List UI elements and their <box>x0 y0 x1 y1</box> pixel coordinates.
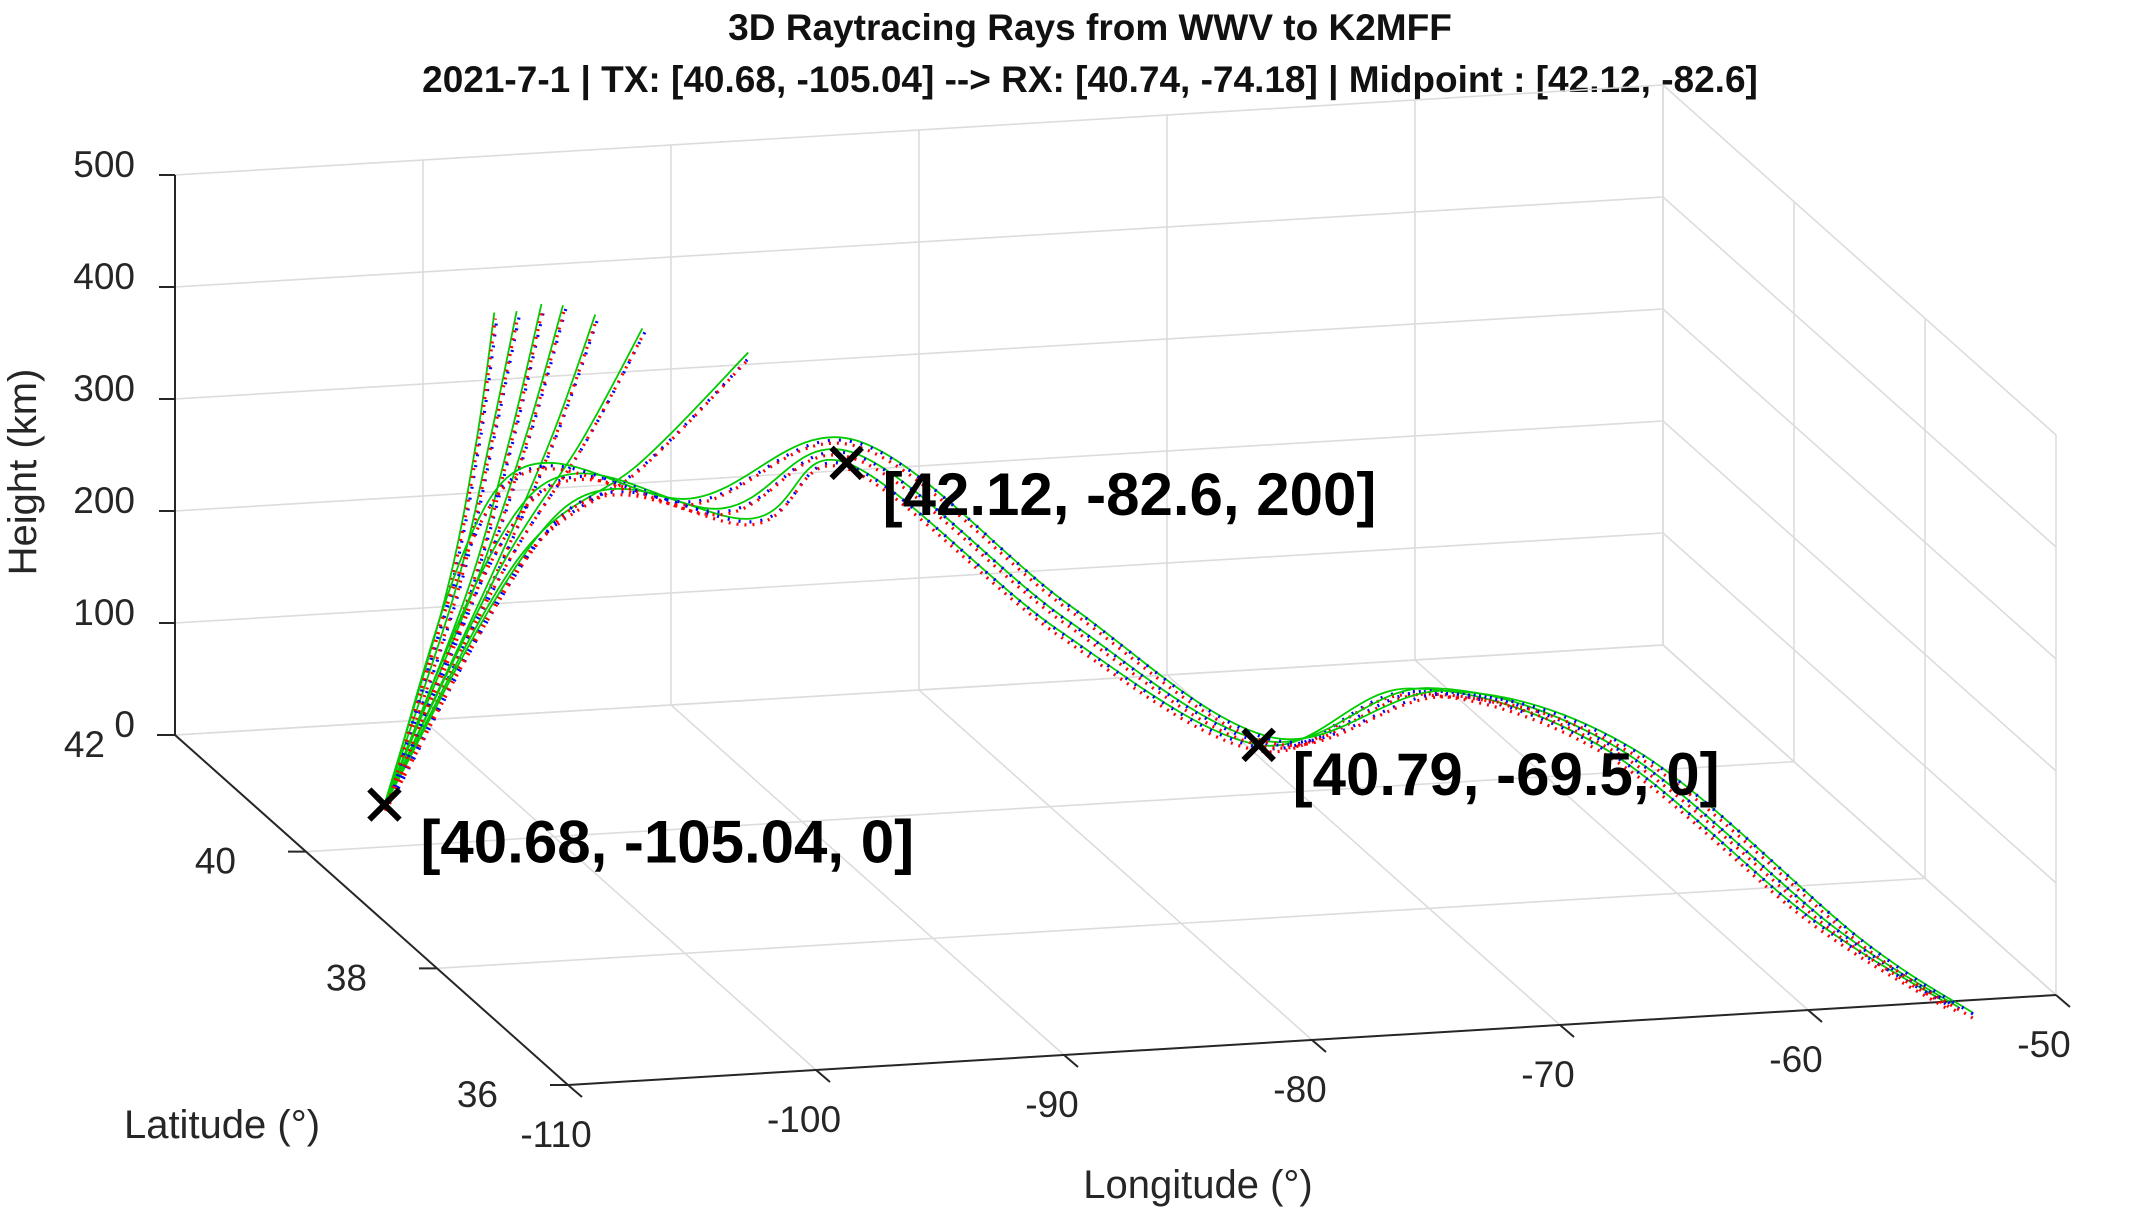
grid-line-back-height <box>174 308 1664 400</box>
tick-labels: -110 -100 -90 -80 -70 -60 -50 36 38 40 42 0 100 200 30… <box>64 144 2071 1155</box>
z-axis-label: Height (km) <box>1 369 45 576</box>
grid-line-side-height <box>1662 196 2057 548</box>
chart-title: 3D Raytracing Rays from WWV to K2MFF <box>728 7 1452 48</box>
grid-line-floor-lat <box>436 877 1926 970</box>
grid-line-side-height <box>1662 308 2057 660</box>
escaping-ray-red <box>383 318 497 812</box>
x-tick-label: -110 <box>520 1114 591 1155</box>
z-tick-label: 500 <box>73 144 135 185</box>
marker-cross <box>1241 727 1276 763</box>
marker-cross <box>829 445 864 481</box>
hop-ray-green <box>383 448 1959 1008</box>
grid-line-floor-lon <box>422 719 817 1071</box>
axis-layer <box>157 174 2071 1098</box>
escaping-ray-red <box>384 333 645 812</box>
z-tick-label: 100 <box>73 592 135 633</box>
chart-subtitle: 2021-7-1 | TX: [40.68, -105.04] --> RX: … <box>422 59 1758 101</box>
grid-line-back-height <box>174 420 1664 512</box>
x-tick-label: -50 <box>2017 1024 2070 1065</box>
grid-line-floor-lon <box>670 704 1065 1056</box>
grid-layer <box>174 84 2057 1086</box>
y-tick-label: 42 <box>64 724 105 765</box>
escaping-ray-red <box>383 316 520 812</box>
grid-line-back-height <box>174 532 1664 624</box>
grid-line-back-height <box>174 644 1664 736</box>
x-tick-mark <box>1807 1009 1823 1023</box>
hop-ray-blue <box>386 461 1949 1007</box>
grid-line-side-height <box>1662 532 2057 884</box>
grid-line-floor-lon <box>1414 659 1809 1011</box>
escaping-ray-blue <box>385 307 568 809</box>
x-tick-mark <box>1559 1024 1575 1038</box>
grid-line-side-height <box>1662 420 2057 772</box>
escaping-ray-blue <box>386 354 753 809</box>
marker-label: [40.79, -69.5, 0] <box>1293 741 1720 808</box>
x-tick-label: -70 <box>1521 1054 1574 1095</box>
marker-cross <box>367 787 402 822</box>
hop-ray-red <box>384 453 1961 1015</box>
escaping-ray-green <box>383 328 644 805</box>
x-tick-mark <box>1311 1039 1327 1053</box>
z-tick-label: 400 <box>73 256 135 297</box>
x-tick-label: -60 <box>1769 1039 1822 1080</box>
x-tick-label: -90 <box>1025 1084 1078 1125</box>
escaping-ray-blue <box>385 315 499 809</box>
marker-label: [40.68, -105.04, 0] <box>420 809 914 876</box>
escaping-ray-red <box>383 309 545 812</box>
grid-line-side-height <box>1662 84 2057 436</box>
y-tick-label: 40 <box>195 841 236 882</box>
x-tick-label: -100 <box>767 1099 841 1140</box>
grid-line-floor-lon <box>1166 674 1561 1026</box>
marker-label: [42.12, -82.6, 200] <box>883 461 1377 528</box>
x-tick-mark <box>1063 1054 1079 1068</box>
point-markers: [40.68, -105.04, 0] [42.12, -82.6, 200] [4… <box>367 445 1720 876</box>
hop-ray-red <box>384 464 1947 1010</box>
ray-paths <box>383 303 1977 1020</box>
x-axis-label: Longitude (°) <box>1083 1163 1312 1207</box>
x-tick-mark <box>567 1084 583 1098</box>
escaping-ray-green <box>383 351 749 805</box>
x-tick-label: -80 <box>1273 1069 1326 1110</box>
grid-line-back-height <box>174 84 1664 176</box>
y-tick-label: 36 <box>457 1074 498 1115</box>
x-tick-mark <box>815 1069 831 1083</box>
z-tick-label: 0 <box>114 704 135 745</box>
hop-ray-red <box>383 441 1975 1020</box>
y-axis-label: Latitude (°) <box>124 1103 320 1147</box>
grid-line-floor-lat <box>305 760 1795 853</box>
hop-ray-blue <box>386 450 1963 1012</box>
z-tick-label: 200 <box>73 480 135 521</box>
escaping-ray-red <box>384 357 751 812</box>
z-tick-label: 300 <box>73 368 135 409</box>
y-axis-line <box>174 734 569 1086</box>
grid-line-back-height <box>174 196 1664 288</box>
hop-ray-blue <box>385 438 1977 1017</box>
hop-ray-green <box>383 458 1945 1003</box>
escaping-ray-green <box>383 305 564 805</box>
grid-line-side-height <box>1662 644 2057 996</box>
x-tick-mark <box>2055 994 2071 1008</box>
y-tick-label: 38 <box>326 957 367 998</box>
grid-line-floor-lon <box>918 689 1313 1041</box>
